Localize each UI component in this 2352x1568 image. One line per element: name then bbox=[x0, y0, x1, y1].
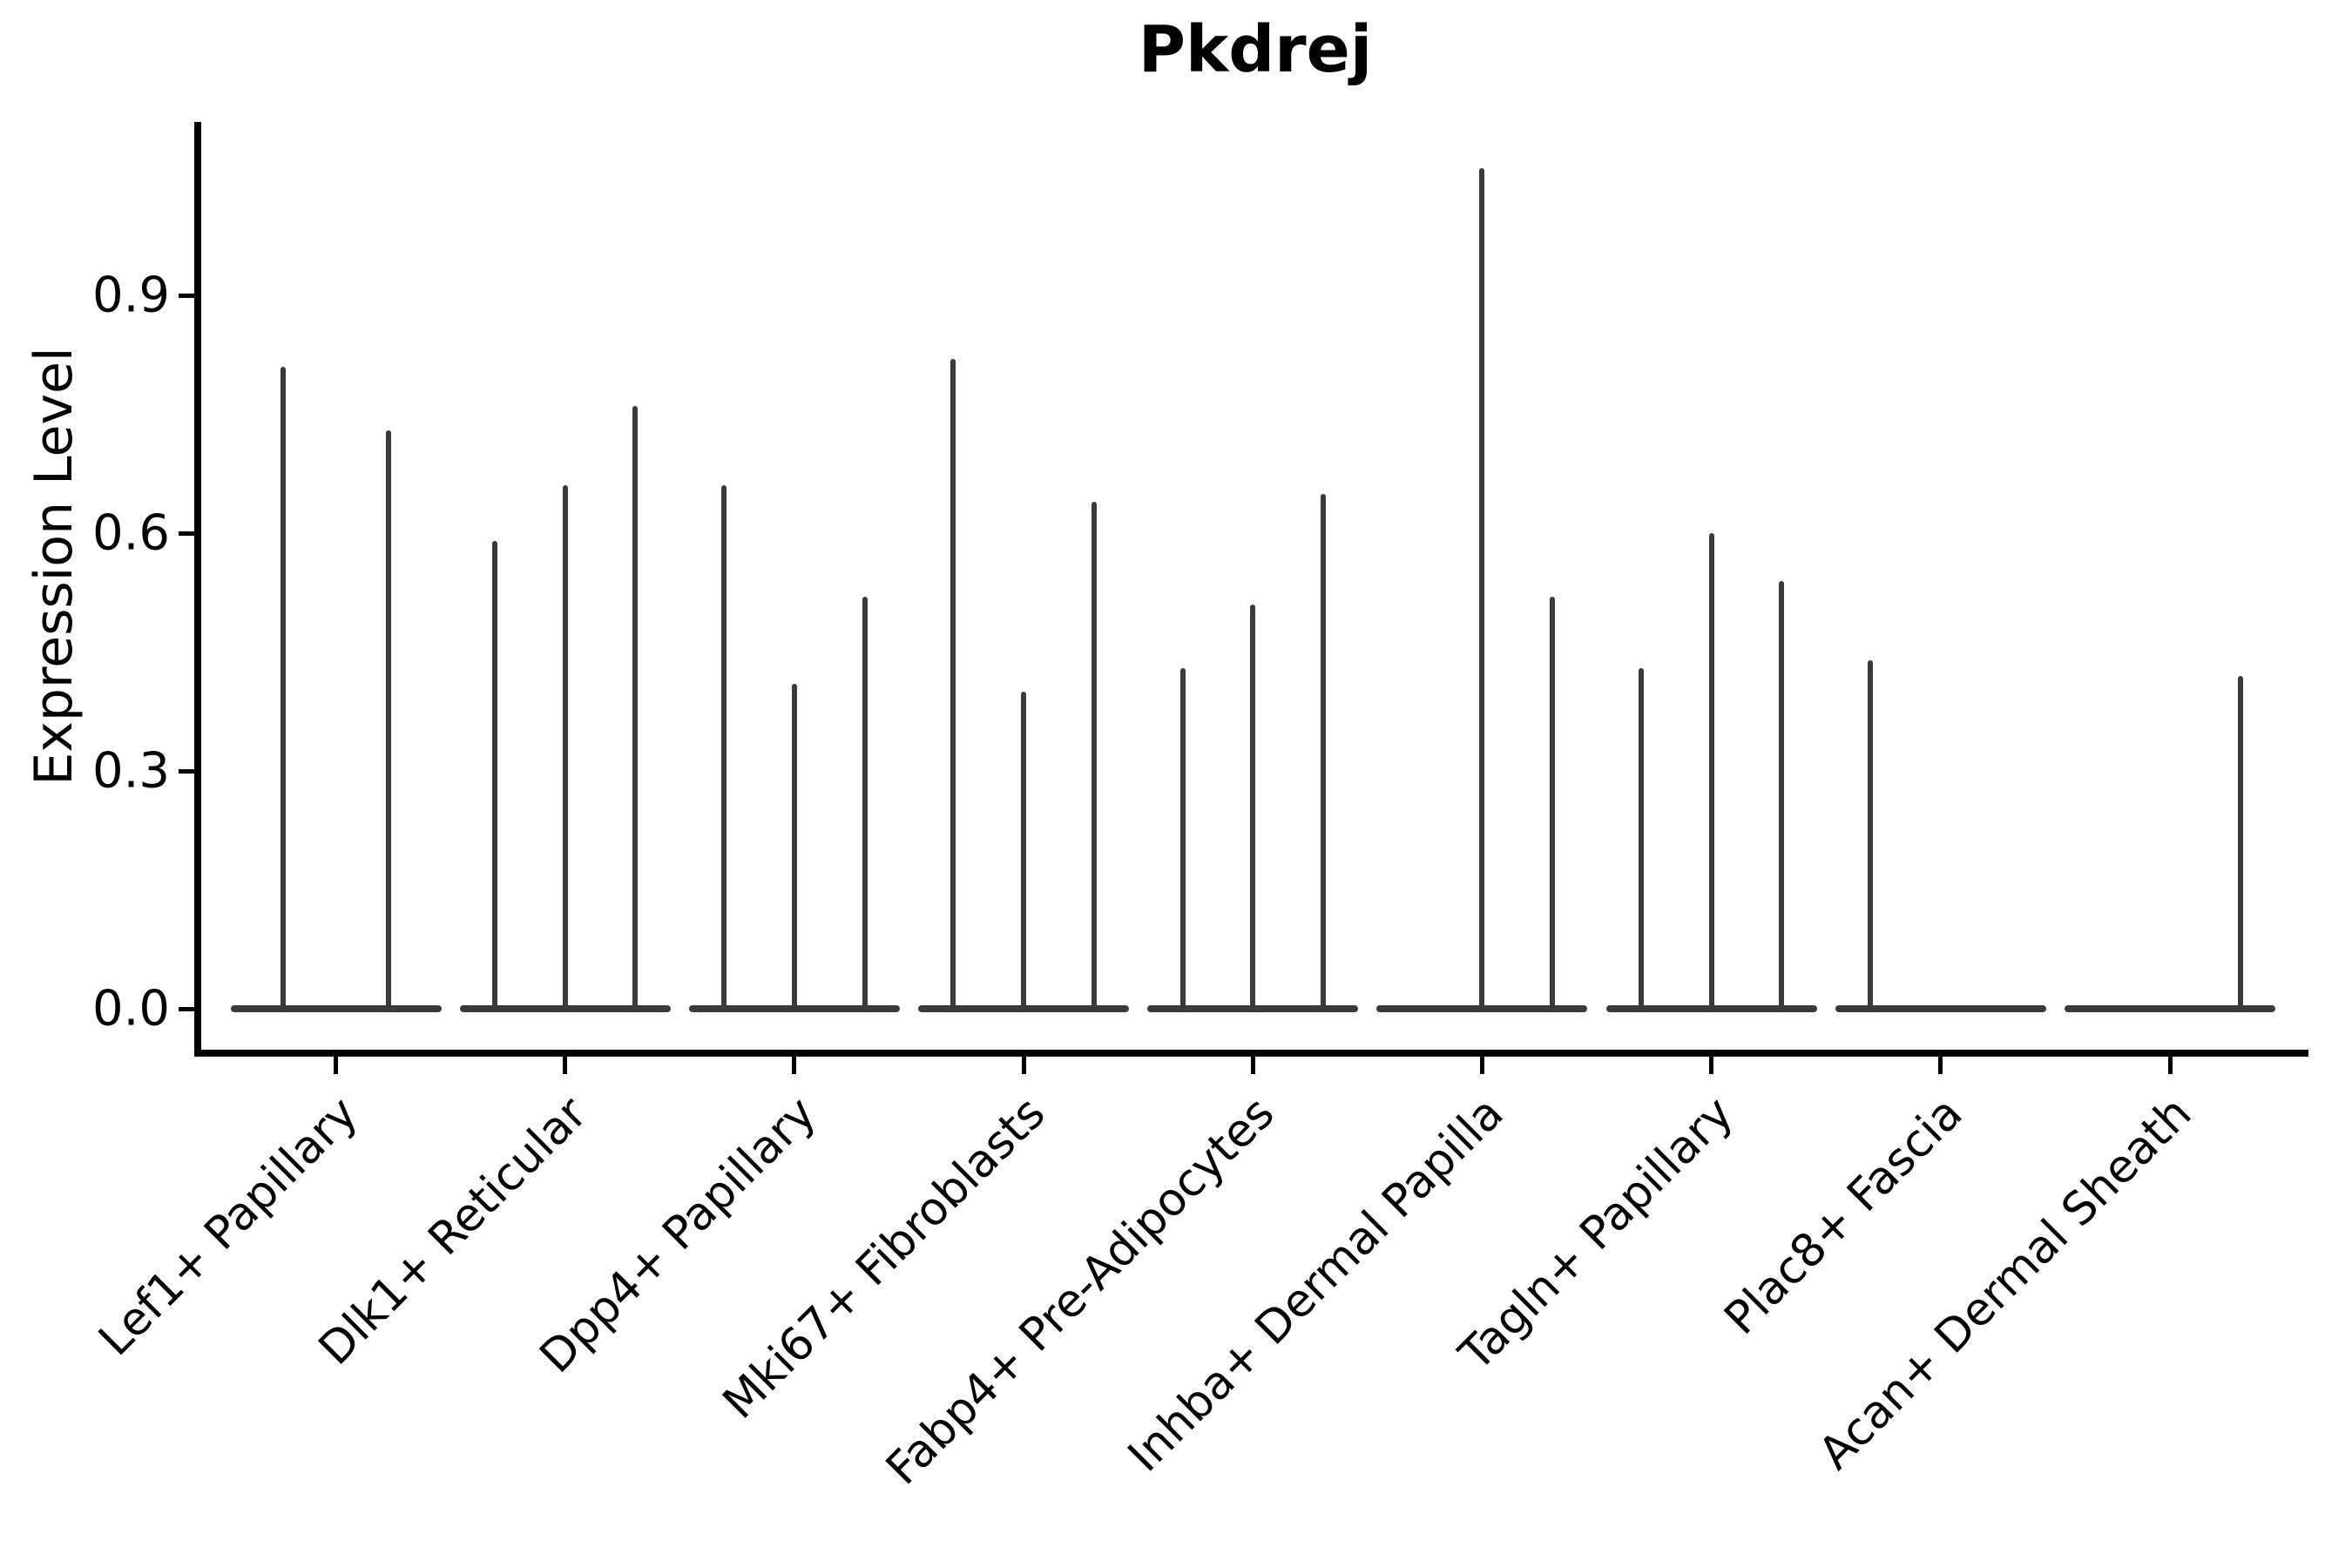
x-tick-mark bbox=[792, 1057, 797, 1074]
violin-spike bbox=[1638, 667, 1644, 1009]
x-axis-spine bbox=[194, 1050, 2308, 1057]
chart-title: Pkdrej bbox=[1138, 12, 1373, 87]
violin-spike bbox=[1179, 667, 1186, 1009]
y-axis-label: Expression Level bbox=[24, 347, 84, 786]
violin-spike bbox=[1708, 533, 1714, 1009]
violin-baseline bbox=[1376, 1005, 1588, 1012]
x-tick-label: Fabp4+ Pre-Adipocytes bbox=[876, 1087, 1285, 1496]
violin-spike bbox=[1550, 596, 1556, 1009]
violin-spike bbox=[721, 485, 727, 1009]
y-tick-label: 0.6 bbox=[91, 504, 170, 562]
x-tick-mark bbox=[1709, 1057, 1714, 1074]
violin-spike bbox=[492, 541, 498, 1009]
violin-baseline bbox=[688, 1005, 900, 1012]
violin-spike bbox=[1779, 580, 1785, 1009]
violin-spike bbox=[1091, 501, 1097, 1009]
y-tick-mark bbox=[179, 293, 194, 298]
violin-spike bbox=[1021, 692, 1027, 1009]
violin-spike bbox=[1868, 659, 1874, 1009]
y-tick-mark bbox=[179, 768, 194, 774]
violin-baseline bbox=[230, 1005, 442, 1012]
y-tick-label: 0.9 bbox=[91, 267, 170, 324]
x-tick-label: Inhba+ Dermal Papilla bbox=[1119, 1087, 1514, 1483]
x-tick-mark bbox=[1479, 1057, 1484, 1074]
violin-spike bbox=[280, 366, 286, 1009]
violin-spike bbox=[1250, 604, 1256, 1009]
violin-baseline bbox=[1147, 1005, 1359, 1012]
violin-spike bbox=[2237, 675, 2243, 1009]
x-tick-mark bbox=[334, 1057, 338, 1074]
violin-spike bbox=[632, 406, 639, 1009]
violin-spike bbox=[386, 429, 391, 1009]
x-tick-mark bbox=[563, 1057, 568, 1074]
x-tick-label: Acan+ Dermal Sheath bbox=[1808, 1087, 2202, 1480]
x-tick-mark bbox=[1021, 1057, 1026, 1074]
x-tick-mark bbox=[1250, 1057, 1255, 1074]
violin-spike bbox=[1479, 168, 1485, 1009]
violin-spike bbox=[862, 596, 868, 1009]
violin-spike bbox=[562, 485, 568, 1009]
x-tick-mark bbox=[1938, 1057, 1943, 1074]
x-tick-mark bbox=[2167, 1057, 2173, 1074]
y-tick-mark bbox=[179, 1006, 194, 1011]
x-tick-label: Plac8+ Fascia bbox=[1714, 1087, 1973, 1345]
violin-baseline bbox=[2065, 1005, 2276, 1012]
violin-spike bbox=[950, 358, 956, 1009]
violin-baseline bbox=[918, 1005, 1130, 1012]
violin-baseline bbox=[1835, 1005, 2046, 1012]
violin-baseline bbox=[459, 1005, 671, 1012]
violin-spike bbox=[1320, 493, 1326, 1009]
y-tick-label: 0.3 bbox=[91, 742, 170, 800]
y-axis-spine bbox=[194, 122, 201, 1057]
y-tick-label: 0.0 bbox=[91, 980, 170, 1037]
violin-spike bbox=[791, 683, 797, 1009]
violin-baseline bbox=[1605, 1005, 1817, 1012]
y-tick-mark bbox=[179, 531, 194, 536]
